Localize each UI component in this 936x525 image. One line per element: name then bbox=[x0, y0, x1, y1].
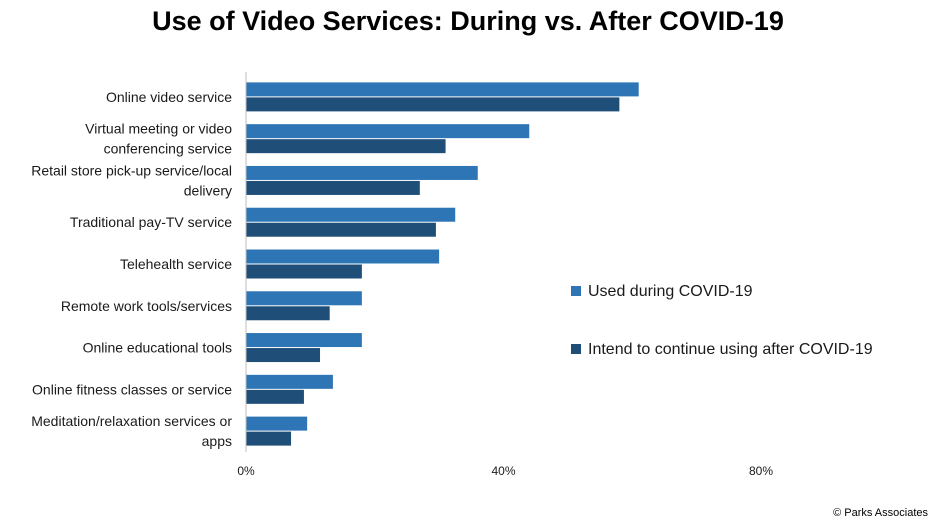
x-tick-label: 0% bbox=[237, 464, 255, 478]
legend-label-1: Intend to continue using after COVID-19 bbox=[588, 341, 873, 358]
bar-after-3 bbox=[246, 222, 436, 237]
bar-after-5 bbox=[246, 306, 330, 321]
bar-during-5 bbox=[246, 291, 362, 306]
bar-after-1 bbox=[246, 139, 446, 154]
category-label: Remote work tools/services bbox=[61, 298, 232, 314]
category-label: Retail store pick-up service/local bbox=[31, 162, 232, 178]
bar-after-2 bbox=[246, 180, 420, 195]
bar-during-0 bbox=[246, 82, 639, 97]
bar-after-0 bbox=[246, 97, 620, 112]
bar-after-6 bbox=[246, 348, 321, 363]
bar-after-4 bbox=[246, 264, 362, 279]
category-label: Online educational tools bbox=[83, 340, 232, 356]
category-label: Traditional pay-TV service bbox=[70, 214, 232, 230]
category-label: delivery bbox=[184, 182, 232, 198]
copyright-notice: © Parks Associates bbox=[833, 507, 928, 519]
x-tick-label: 80% bbox=[749, 464, 773, 478]
category-label: apps bbox=[202, 433, 232, 449]
category-label: Virtual meeting or video bbox=[85, 121, 232, 137]
legend-swatch-0 bbox=[571, 286, 581, 296]
bar-during-2 bbox=[246, 165, 478, 180]
bar-after-8 bbox=[246, 431, 292, 446]
bar-during-8 bbox=[246, 416, 308, 431]
category-label: Meditation/relaxation services or bbox=[31, 413, 232, 429]
bar-after-7 bbox=[246, 389, 304, 404]
x-tick-label: 40% bbox=[491, 464, 515, 478]
bar-during-4 bbox=[246, 249, 440, 264]
legend-swatch-1 bbox=[571, 344, 581, 354]
legend-label-0: Used during COVID-19 bbox=[588, 283, 753, 300]
category-label: Telehealth service bbox=[120, 256, 232, 272]
bar-during-6 bbox=[246, 333, 362, 348]
category-label: Online video service bbox=[106, 89, 232, 105]
bar-during-1 bbox=[246, 124, 530, 139]
chart-title: Use of Video Services: During vs. After … bbox=[152, 6, 784, 36]
bar-during-3 bbox=[246, 207, 456, 222]
category-label: Online fitness classes or service bbox=[32, 381, 232, 397]
category-label: conferencing service bbox=[104, 141, 233, 157]
bar-during-7 bbox=[246, 374, 333, 389]
